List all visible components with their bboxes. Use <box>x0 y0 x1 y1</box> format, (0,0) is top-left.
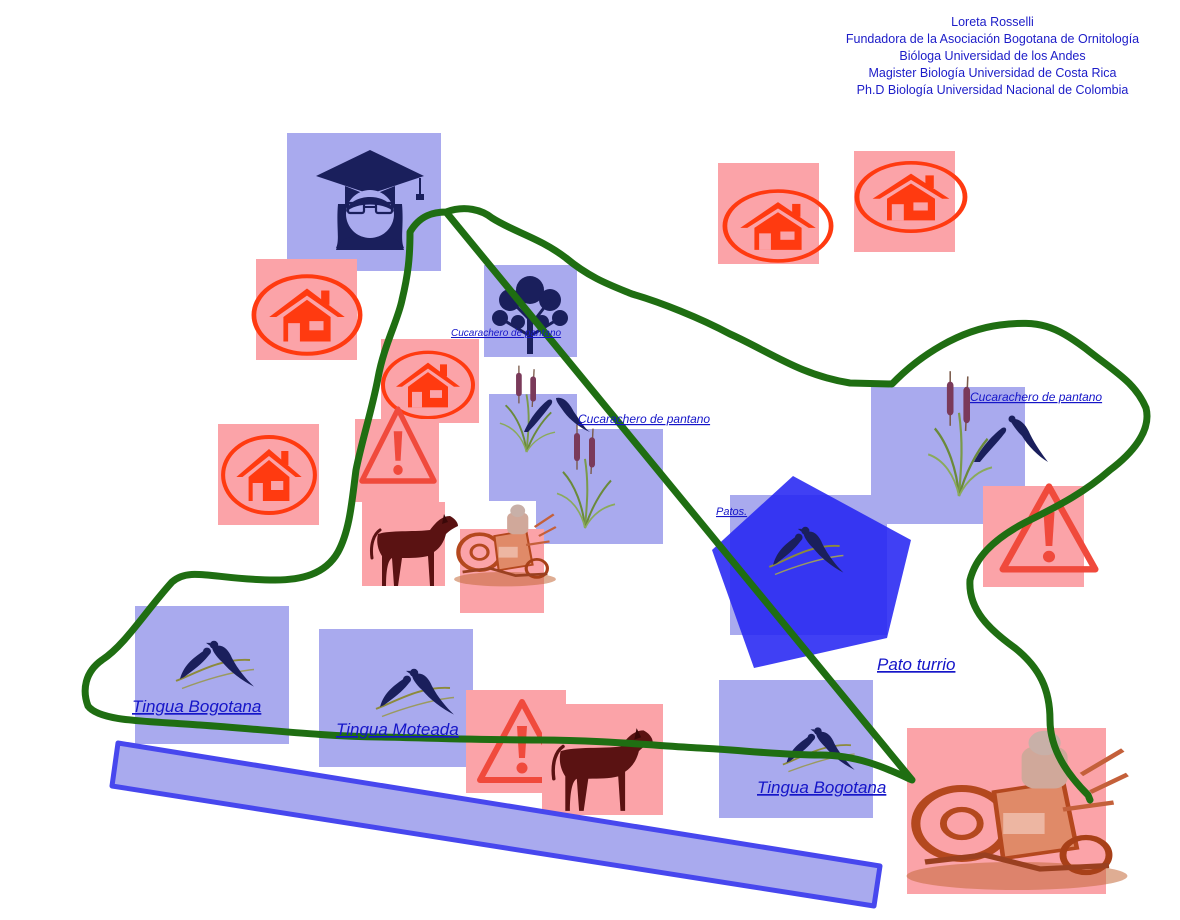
label-tingua-moteada[interactable]: Tingua Moteada <box>336 720 459 739</box>
credits-block: Loreta Rosselli Fundadora de la Asociaci… <box>820 14 1165 99</box>
credit-line: Fundadora de la Asociación Bogotana de O… <box>845 32 1140 46</box>
label-cucarachero-center[interactable]: Cucarachero de pantano <box>578 412 710 426</box>
bird-icon <box>974 415 1048 462</box>
label-tingua-bogotana-right[interactable]: Tingua Bogotana <box>757 778 886 797</box>
graduate-icon <box>316 150 424 250</box>
bird-icon <box>524 397 590 432</box>
wetland-trail <box>81 205 1151 804</box>
credit-line: Loreta Rosselli <box>951 15 1034 29</box>
label-cucarachero-right[interactable]: Cucarachero de pantano <box>970 390 1102 404</box>
credit-line: Magister Biología Universidad de Costa R… <box>868 66 1117 80</box>
road-bar <box>109 740 883 909</box>
credit-line: Bióloga Universidad de los Andes <box>899 49 1086 63</box>
label-tingua-bogotana-left[interactable]: Tingua Bogotana <box>132 697 261 716</box>
duck-pentagon <box>712 476 911 668</box>
credit-line: Ph.D Biología Universidad Nacional de Co… <box>856 83 1129 97</box>
label-patos[interactable]: Patos. <box>716 506 747 518</box>
label-pato-turrio[interactable]: Pato turrio <box>877 655 955 674</box>
label-cucarachero-small[interactable]: Cucarachero de pantano <box>451 328 562 339</box>
